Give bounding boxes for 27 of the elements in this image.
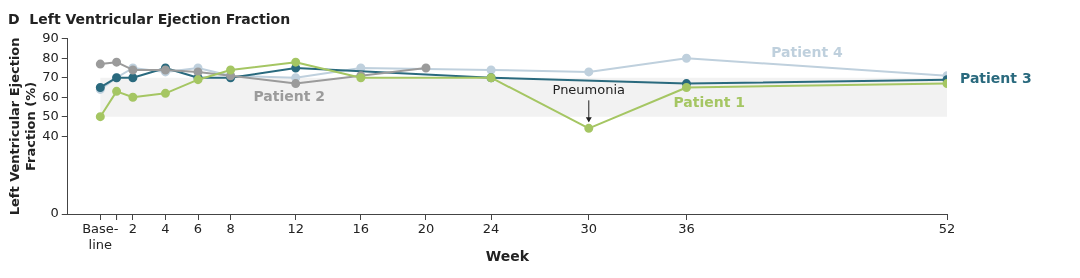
x-tick-label: Base- line [82,221,119,252]
series-label: Patient 3 [960,70,1032,87]
x-tick-label: 36 [678,221,695,237]
x-tick-label: 6 [193,221,203,237]
x-tick-label: 8 [226,221,235,237]
y-axis-title: Left Ventricular Ejection Fraction (%) [7,37,38,216]
x-tick-label: 4 [161,221,170,237]
y-tick-label: 50 [42,108,59,124]
x-tick-label: 2 [128,221,138,237]
x-tick-label: 24 [482,221,500,237]
series-label: Patient 4 [771,44,844,61]
chart-title: D Left Ventricular Ejection Fraction [8,11,291,28]
x-tick-label: 52 [938,221,956,237]
series-label: Patient 1 [673,93,746,110]
annotation: Pneumonia [552,82,626,98]
x-tick-label: 30 [580,221,598,237]
series-label: Patient 2 [253,87,325,104]
y-tick-label: 0 [50,205,59,221]
x-tick-label: 20 [417,221,435,237]
y-tick-label: 70 [42,69,59,85]
x-tick-label: 16 [352,221,370,237]
y-tick-label: 90 [42,30,59,46]
x-axis-title: Week [485,248,530,265]
y-tick-label: 60 [42,88,59,104]
y-tick-label: 80 [42,49,59,65]
x-tick-label: 12 [287,221,304,237]
y-tick-label: 40 [42,127,59,143]
